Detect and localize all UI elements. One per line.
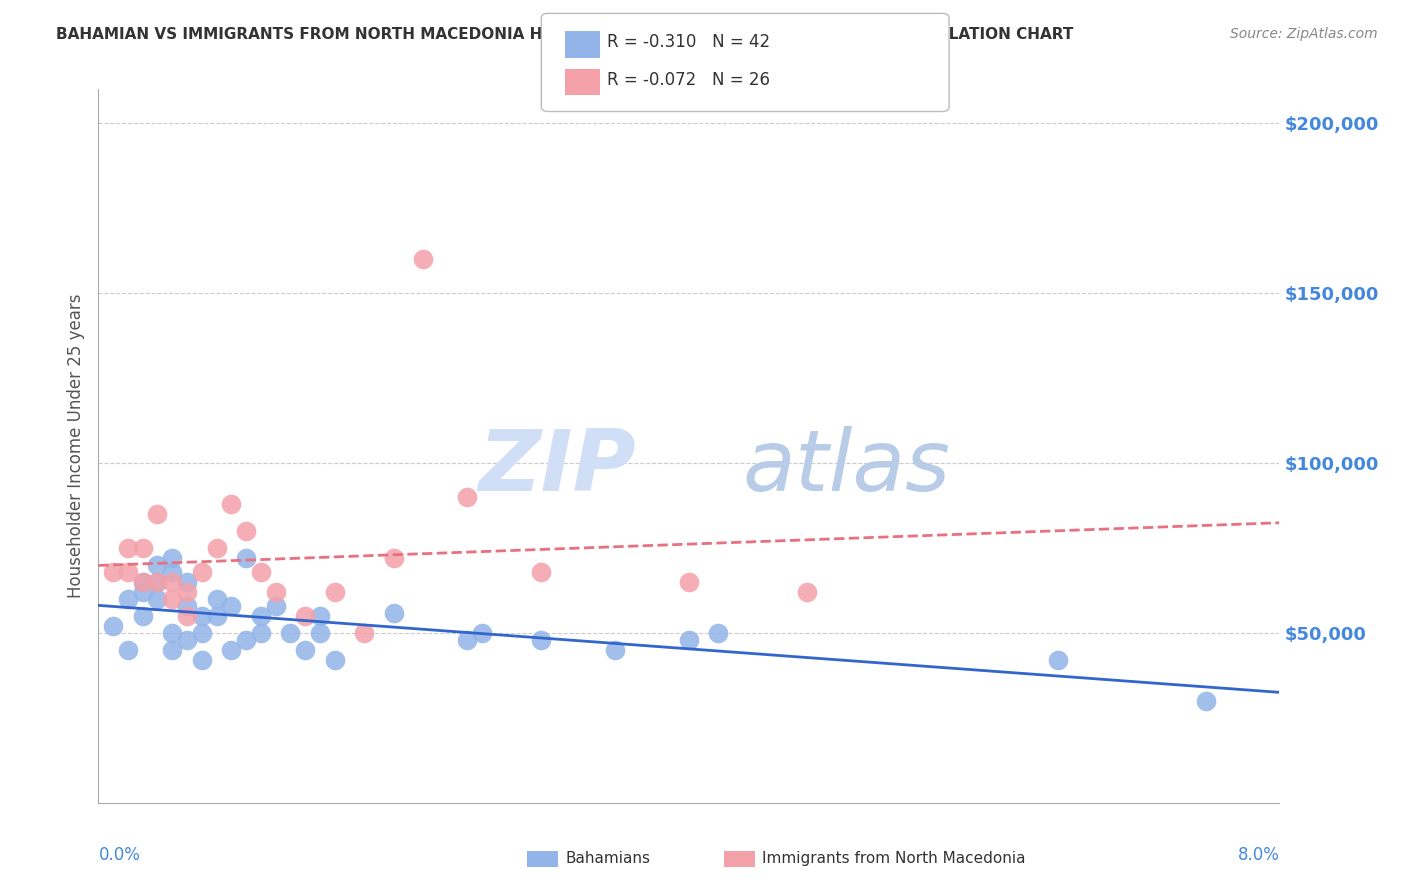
Point	[294, 608, 316, 623]
Point	[1194, 694, 1216, 708]
Point	[530, 565, 553, 579]
Point	[219, 497, 242, 511]
Point	[382, 551, 405, 566]
Text: BAHAMIAN VS IMMIGRANTS FROM NORTH MACEDONIA HOUSEHOLDER INCOME UNDER 25 YEARS CO: BAHAMIAN VS IMMIGRANTS FROM NORTH MACEDO…	[56, 27, 1074, 42]
Point	[176, 574, 198, 589]
Text: Source: ZipAtlas.com: Source: ZipAtlas.com	[1230, 27, 1378, 41]
Text: R = -0.310   N = 42: R = -0.310 N = 42	[607, 33, 770, 51]
Text: R = -0.072   N = 26: R = -0.072 N = 26	[607, 71, 770, 89]
Point	[176, 585, 198, 599]
Point	[132, 574, 155, 589]
Point	[205, 541, 228, 555]
Point	[146, 574, 169, 589]
Point	[117, 643, 139, 657]
Point	[678, 632, 700, 647]
Point	[162, 565, 183, 579]
Point	[1046, 653, 1069, 667]
Point	[456, 490, 478, 504]
Point	[176, 599, 198, 613]
Point	[235, 551, 257, 566]
Text: 0.0%: 0.0%	[98, 846, 141, 863]
Point	[235, 632, 257, 647]
Point	[250, 608, 273, 623]
Point	[412, 252, 434, 266]
Point	[162, 574, 183, 589]
Point	[117, 541, 139, 555]
Point	[132, 541, 155, 555]
Point	[117, 591, 139, 606]
Point	[219, 599, 242, 613]
Point	[103, 619, 125, 633]
Point	[191, 565, 214, 579]
Point	[323, 653, 346, 667]
Text: ZIP: ZIP	[478, 425, 636, 509]
Point	[162, 626, 183, 640]
Point	[264, 599, 287, 613]
Point	[250, 565, 273, 579]
Point	[205, 591, 228, 606]
Point	[264, 585, 287, 599]
Point	[353, 626, 375, 640]
Y-axis label: Householder Income Under 25 years: Householder Income Under 25 years	[66, 293, 84, 599]
Point	[707, 626, 730, 640]
Point	[205, 608, 228, 623]
Point	[235, 524, 257, 538]
Point	[219, 643, 242, 657]
Point	[146, 574, 169, 589]
Point	[796, 585, 818, 599]
Point	[471, 626, 494, 640]
Point	[605, 643, 627, 657]
Point	[191, 608, 214, 623]
Point	[162, 591, 183, 606]
Point	[294, 643, 316, 657]
Text: atlas: atlas	[742, 425, 950, 509]
Point	[162, 551, 183, 566]
Point	[456, 632, 478, 647]
Point	[132, 608, 155, 623]
Point	[382, 606, 405, 620]
Point	[146, 591, 169, 606]
Point	[117, 565, 139, 579]
Text: Bahamians: Bahamians	[565, 852, 650, 866]
Point	[308, 626, 332, 640]
Point	[308, 608, 332, 623]
Point	[278, 626, 302, 640]
Point	[146, 558, 169, 572]
Text: 8.0%: 8.0%	[1237, 846, 1279, 863]
Point	[162, 643, 183, 657]
Point	[323, 585, 346, 599]
Point	[132, 574, 155, 589]
Text: Immigrants from North Macedonia: Immigrants from North Macedonia	[762, 852, 1025, 866]
Point	[146, 507, 169, 521]
Point	[176, 632, 198, 647]
Point	[103, 565, 125, 579]
Point	[250, 626, 273, 640]
Point	[191, 626, 214, 640]
Point	[678, 574, 700, 589]
Point	[530, 632, 553, 647]
Point	[191, 653, 214, 667]
Point	[132, 585, 155, 599]
Point	[176, 608, 198, 623]
